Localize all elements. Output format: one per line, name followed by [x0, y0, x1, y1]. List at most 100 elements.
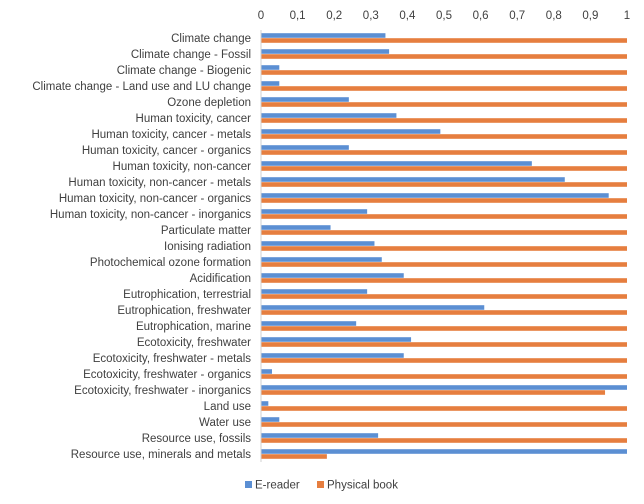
category-label: Climate change - Land use and LU change — [32, 81, 251, 93]
legend: E-reader Physical book — [245, 480, 398, 492]
bar-e-reader — [261, 33, 386, 38]
category-label: Human toxicity, non-cancer - organics — [59, 193, 251, 205]
bar-physical-book — [261, 374, 627, 379]
category-label: Water use — [199, 417, 251, 429]
category-label: Eutrophication, terrestrial — [123, 289, 251, 301]
category-label: Eutrophication, freshwater — [117, 305, 251, 317]
bar-physical-book — [261, 150, 627, 155]
bar-physical-book — [261, 38, 627, 43]
x-tick-label: 0,4 — [399, 10, 416, 22]
bar-e-reader — [261, 161, 532, 166]
category-label: Ozone depletion — [167, 97, 251, 109]
bar-e-reader — [261, 273, 404, 278]
bar-physical-book — [261, 214, 627, 219]
category-label: Eutrophication, marine — [136, 321, 251, 333]
bar-physical-book — [261, 358, 627, 363]
bar-physical-book — [261, 118, 627, 123]
bar-e-reader — [261, 337, 412, 342]
bar-series-group — [261, 33, 627, 459]
bar-e-reader — [261, 369, 272, 374]
category-label: Ionising radiation — [164, 241, 251, 253]
x-axis-ticks: 0 0,1 0,2 0,3 0,4 0,5 0,6 0,7 0,8 0,9 1 — [258, 10, 630, 22]
category-label: Acidification — [190, 273, 251, 285]
bar-e-reader — [261, 289, 368, 294]
x-tick-label: 0,1 — [290, 10, 306, 22]
bar-physical-book — [261, 278, 627, 283]
category-label: Climate change - Fossil — [131, 49, 251, 61]
bar-physical-book — [261, 134, 627, 139]
x-tick-label: 0,9 — [582, 10, 598, 22]
bar-e-reader — [261, 433, 379, 438]
category-label: Human toxicity, cancer - metals — [91, 129, 251, 141]
category-label: Climate change — [171, 33, 251, 45]
bar-e-reader — [261, 401, 269, 406]
bar-e-reader — [261, 225, 331, 230]
category-labels: Climate change Climate change - Fossil Cli… — [32, 33, 251, 461]
category-label: Ecotoxicity, freshwater — [137, 337, 251, 349]
category-label: Human toxicity, non-cancer - inorganics — [50, 209, 251, 221]
bar-physical-book — [261, 230, 627, 235]
bar-e-reader — [261, 241, 375, 246]
legend-swatch — [317, 481, 324, 488]
bar-e-reader — [261, 209, 368, 214]
bar-e-reader — [261, 97, 349, 102]
bar-physical-book — [261, 262, 627, 267]
bar-physical-book — [261, 326, 627, 331]
bar-physical-book — [261, 406, 627, 411]
bar-physical-book — [261, 438, 627, 443]
bar-physical-book — [261, 182, 627, 187]
bar-e-reader — [261, 49, 390, 54]
bar-physical-book — [261, 422, 627, 427]
category-label: Ecotoxicity, freshwater - metals — [93, 353, 252, 365]
x-tick-label: 1 — [624, 10, 630, 22]
bar-e-reader — [261, 113, 397, 118]
x-tick-label: 0,8 — [546, 10, 562, 22]
bar-e-reader — [261, 449, 627, 454]
bar-e-reader — [261, 177, 565, 182]
bar-physical-book — [261, 454, 327, 459]
category-label: Particulate matter — [161, 225, 251, 237]
bar-physical-book — [261, 294, 627, 299]
category-label: Human toxicity, non-cancer - metals — [68, 177, 251, 189]
category-label: Climate change - Biogenic — [117, 65, 251, 77]
legend-label: E-reader — [255, 480, 300, 492]
bar-physical-book — [261, 86, 627, 91]
category-label: Ecotoxicity, freshwater - inorganics — [74, 385, 251, 397]
x-tick-label: 0,2 — [326, 10, 342, 22]
bar-e-reader — [261, 257, 382, 262]
bar-e-reader — [261, 145, 349, 150]
category-label: Photochemical ozone formation — [90, 257, 251, 269]
x-tick-label: 0,3 — [363, 10, 379, 22]
bar-e-reader — [261, 129, 441, 134]
bar-physical-book — [261, 70, 627, 75]
category-label: Ecotoxicity, freshwater - organics — [83, 369, 251, 381]
bar-e-reader — [261, 353, 404, 358]
category-label: Land use — [204, 401, 251, 413]
x-tick-label: 0,7 — [509, 10, 525, 22]
x-tick-label: 0,6 — [473, 10, 489, 22]
bar-physical-book — [261, 102, 627, 107]
category-label: Human toxicity, non-cancer — [113, 161, 252, 173]
bar-e-reader — [261, 417, 280, 422]
category-label: Resource use, minerals and metals — [71, 449, 251, 461]
bar-physical-book — [261, 390, 606, 395]
x-tick-label: 0 — [258, 10, 264, 22]
x-tick-label: 0,5 — [436, 10, 452, 22]
bar-e-reader — [261, 385, 627, 390]
bar-physical-book — [261, 166, 627, 171]
bar-e-reader — [261, 321, 357, 326]
bar-physical-book — [261, 342, 627, 347]
bar-physical-book — [261, 246, 627, 251]
bar-physical-book — [261, 310, 627, 315]
category-label: Human toxicity, cancer — [136, 113, 252, 125]
bar-e-reader — [261, 65, 280, 70]
bar-e-reader — [261, 193, 609, 198]
legend-swatch — [245, 481, 252, 488]
bar-e-reader — [261, 81, 280, 86]
bar-physical-book — [261, 198, 627, 203]
legend-label: Physical book — [327, 480, 398, 492]
bar-e-reader — [261, 305, 485, 310]
bar-physical-book — [261, 54, 627, 59]
category-label: Resource use, fossils — [142, 433, 252, 445]
